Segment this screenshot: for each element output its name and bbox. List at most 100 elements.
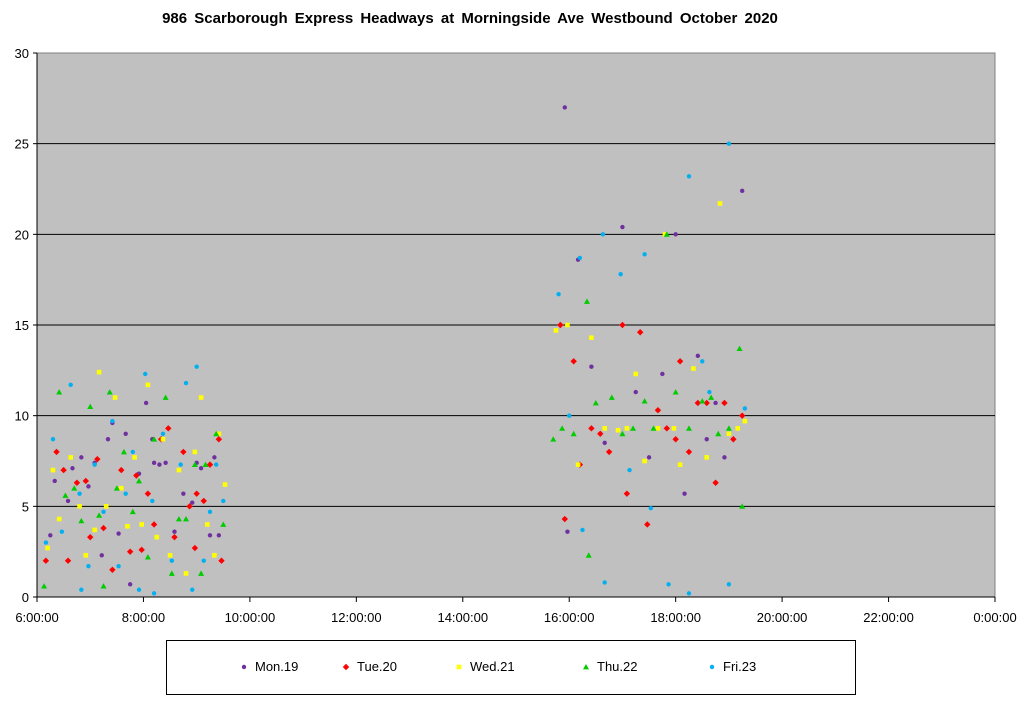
data-point (666, 582, 671, 587)
data-point (712, 479, 719, 486)
data-point (68, 455, 74, 460)
y-tick-label: 10 (15, 409, 29, 424)
data-point (641, 398, 648, 404)
data-point (68, 382, 73, 388)
data-point (42, 557, 50, 564)
data-point (602, 580, 607, 585)
data-point (650, 425, 657, 431)
y-tick-label: 5 (22, 499, 29, 514)
data-point (59, 529, 65, 534)
data-point (600, 232, 606, 237)
data-point (181, 491, 186, 496)
legend-label: Fri.23 (723, 659, 757, 674)
data-point (133, 472, 140, 479)
legend-label: Tue.20 (357, 659, 397, 674)
data-point (220, 521, 227, 527)
legend-marker (452, 660, 466, 674)
data-point (676, 358, 684, 365)
data-point (136, 587, 142, 592)
data-point (663, 425, 670, 432)
data-point (562, 105, 567, 110)
data-point (169, 558, 175, 563)
data-point (726, 141, 732, 146)
data-point (116, 563, 121, 569)
data-point (588, 425, 595, 432)
data-point (713, 400, 718, 406)
data-point (70, 466, 75, 471)
data-point (118, 485, 124, 491)
data-point (100, 524, 107, 532)
legend-label: Mon.19 (255, 659, 299, 674)
legend-marker-shape (709, 664, 715, 669)
data-point (660, 371, 665, 377)
data-point (615, 427, 621, 433)
data-point (722, 455, 727, 460)
data-point (144, 490, 152, 497)
data-point (116, 531, 121, 536)
data-point (212, 455, 217, 460)
data-point (92, 527, 97, 533)
data-point (60, 466, 67, 474)
data-point (165, 425, 172, 432)
data-point (663, 231, 670, 237)
data-point (605, 448, 613, 456)
data-point (79, 587, 84, 592)
data-point (589, 335, 594, 340)
y-tick-label: 20 (15, 227, 29, 242)
data-point (583, 298, 590, 304)
data-point (64, 557, 72, 564)
data-point (602, 440, 607, 446)
data-point (139, 522, 144, 527)
data-point (717, 201, 723, 206)
data-point (48, 533, 53, 538)
data-point (218, 557, 225, 564)
data-point (213, 430, 220, 437)
data-point (726, 582, 732, 587)
series-wed-21 (45, 201, 748, 576)
data-point (671, 426, 677, 431)
data-point (686, 174, 692, 179)
data-point (222, 482, 228, 487)
data-point (570, 430, 577, 437)
y-tick-label: 15 (15, 318, 29, 333)
data-point (703, 399, 710, 407)
data-point (106, 389, 113, 395)
data-point (123, 491, 128, 496)
x-tick-label: 16:00:00 (544, 610, 595, 625)
data-point (565, 529, 570, 534)
legend-label: Thu.22 (597, 659, 638, 674)
legend-marker (237, 660, 251, 674)
data-point (730, 436, 737, 443)
series-thu-22 (41, 231, 746, 589)
data-point (180, 448, 187, 456)
data-point (176, 467, 182, 473)
data-point (213, 462, 219, 467)
data-point (699, 398, 706, 404)
data-point (171, 533, 178, 541)
data-point (704, 455, 710, 460)
axes: 0 5 10 15 20 25 30 6:00:00 8:00:00 10:00:00 12:00:… (15, 46, 1017, 625)
x-tick-label: 14:00:00 (437, 610, 488, 625)
data-point (109, 566, 116, 573)
legend: Mon.19 Tue.20 Wed.21 Thu.22 Fri.23 (166, 640, 856, 695)
data-points (41, 105, 748, 596)
data-point (87, 403, 94, 409)
data-point (694, 399, 702, 407)
x-tick-label: 20:00:00 (757, 610, 808, 625)
legend-marker-shape (583, 663, 589, 669)
data-point (207, 533, 213, 538)
data-point (191, 544, 199, 552)
data-point (691, 366, 696, 371)
data-point (127, 582, 133, 587)
data-point (695, 353, 701, 359)
data-point (77, 504, 82, 509)
data-point (642, 458, 647, 464)
data-point (191, 461, 198, 468)
data-point (672, 436, 679, 443)
data-point (83, 552, 89, 558)
data-point (673, 232, 678, 237)
data-point (105, 437, 111, 442)
data-point (206, 461, 214, 468)
legend-label: Wed.21 (470, 659, 515, 674)
data-point (163, 460, 168, 466)
